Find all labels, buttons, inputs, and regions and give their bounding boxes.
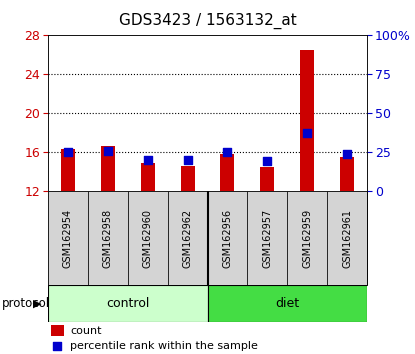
- Text: percentile rank within the sample: percentile rank within the sample: [70, 341, 258, 350]
- Bar: [128, 191, 168, 285]
- Bar: [181, 166, 195, 191]
- FancyBboxPatch shape: [48, 191, 367, 285]
- Point: [144, 157, 151, 162]
- Point: [344, 152, 351, 157]
- Text: count: count: [70, 326, 102, 336]
- Text: GSM162958: GSM162958: [103, 209, 112, 268]
- Text: GSM162962: GSM162962: [183, 209, 193, 268]
- Text: ▶: ▶: [33, 298, 42, 309]
- Text: GSM162956: GSM162956: [222, 209, 232, 268]
- Bar: [168, 191, 208, 285]
- Text: GSM162954: GSM162954: [63, 209, 73, 268]
- Bar: [220, 154, 234, 191]
- Bar: [247, 191, 287, 285]
- Text: diet: diet: [275, 297, 300, 310]
- Bar: [261, 167, 274, 191]
- Bar: [48, 285, 208, 322]
- Bar: [48, 191, 88, 285]
- Bar: [287, 191, 327, 285]
- Bar: [327, 191, 367, 285]
- Bar: [101, 146, 115, 191]
- Point: [104, 148, 111, 154]
- Bar: [141, 164, 154, 191]
- Bar: [300, 50, 314, 191]
- Point: [264, 158, 271, 164]
- Text: GSM162957: GSM162957: [262, 209, 272, 268]
- Point: [304, 130, 311, 136]
- Bar: [208, 191, 247, 285]
- Point: [64, 149, 71, 155]
- Text: GSM162961: GSM162961: [342, 209, 352, 268]
- Text: protocol: protocol: [2, 297, 50, 310]
- Text: control: control: [106, 297, 149, 310]
- Bar: [88, 191, 128, 285]
- Text: GDS3423 / 1563132_at: GDS3423 / 1563132_at: [119, 12, 296, 29]
- Bar: [340, 156, 354, 191]
- Text: GSM162959: GSM162959: [303, 209, 312, 268]
- Bar: [61, 149, 75, 191]
- Point: [184, 158, 191, 163]
- Point: [224, 149, 231, 155]
- Point: [54, 343, 61, 348]
- Bar: [51, 325, 64, 336]
- Text: GSM162960: GSM162960: [143, 209, 153, 268]
- Bar: [208, 285, 367, 322]
